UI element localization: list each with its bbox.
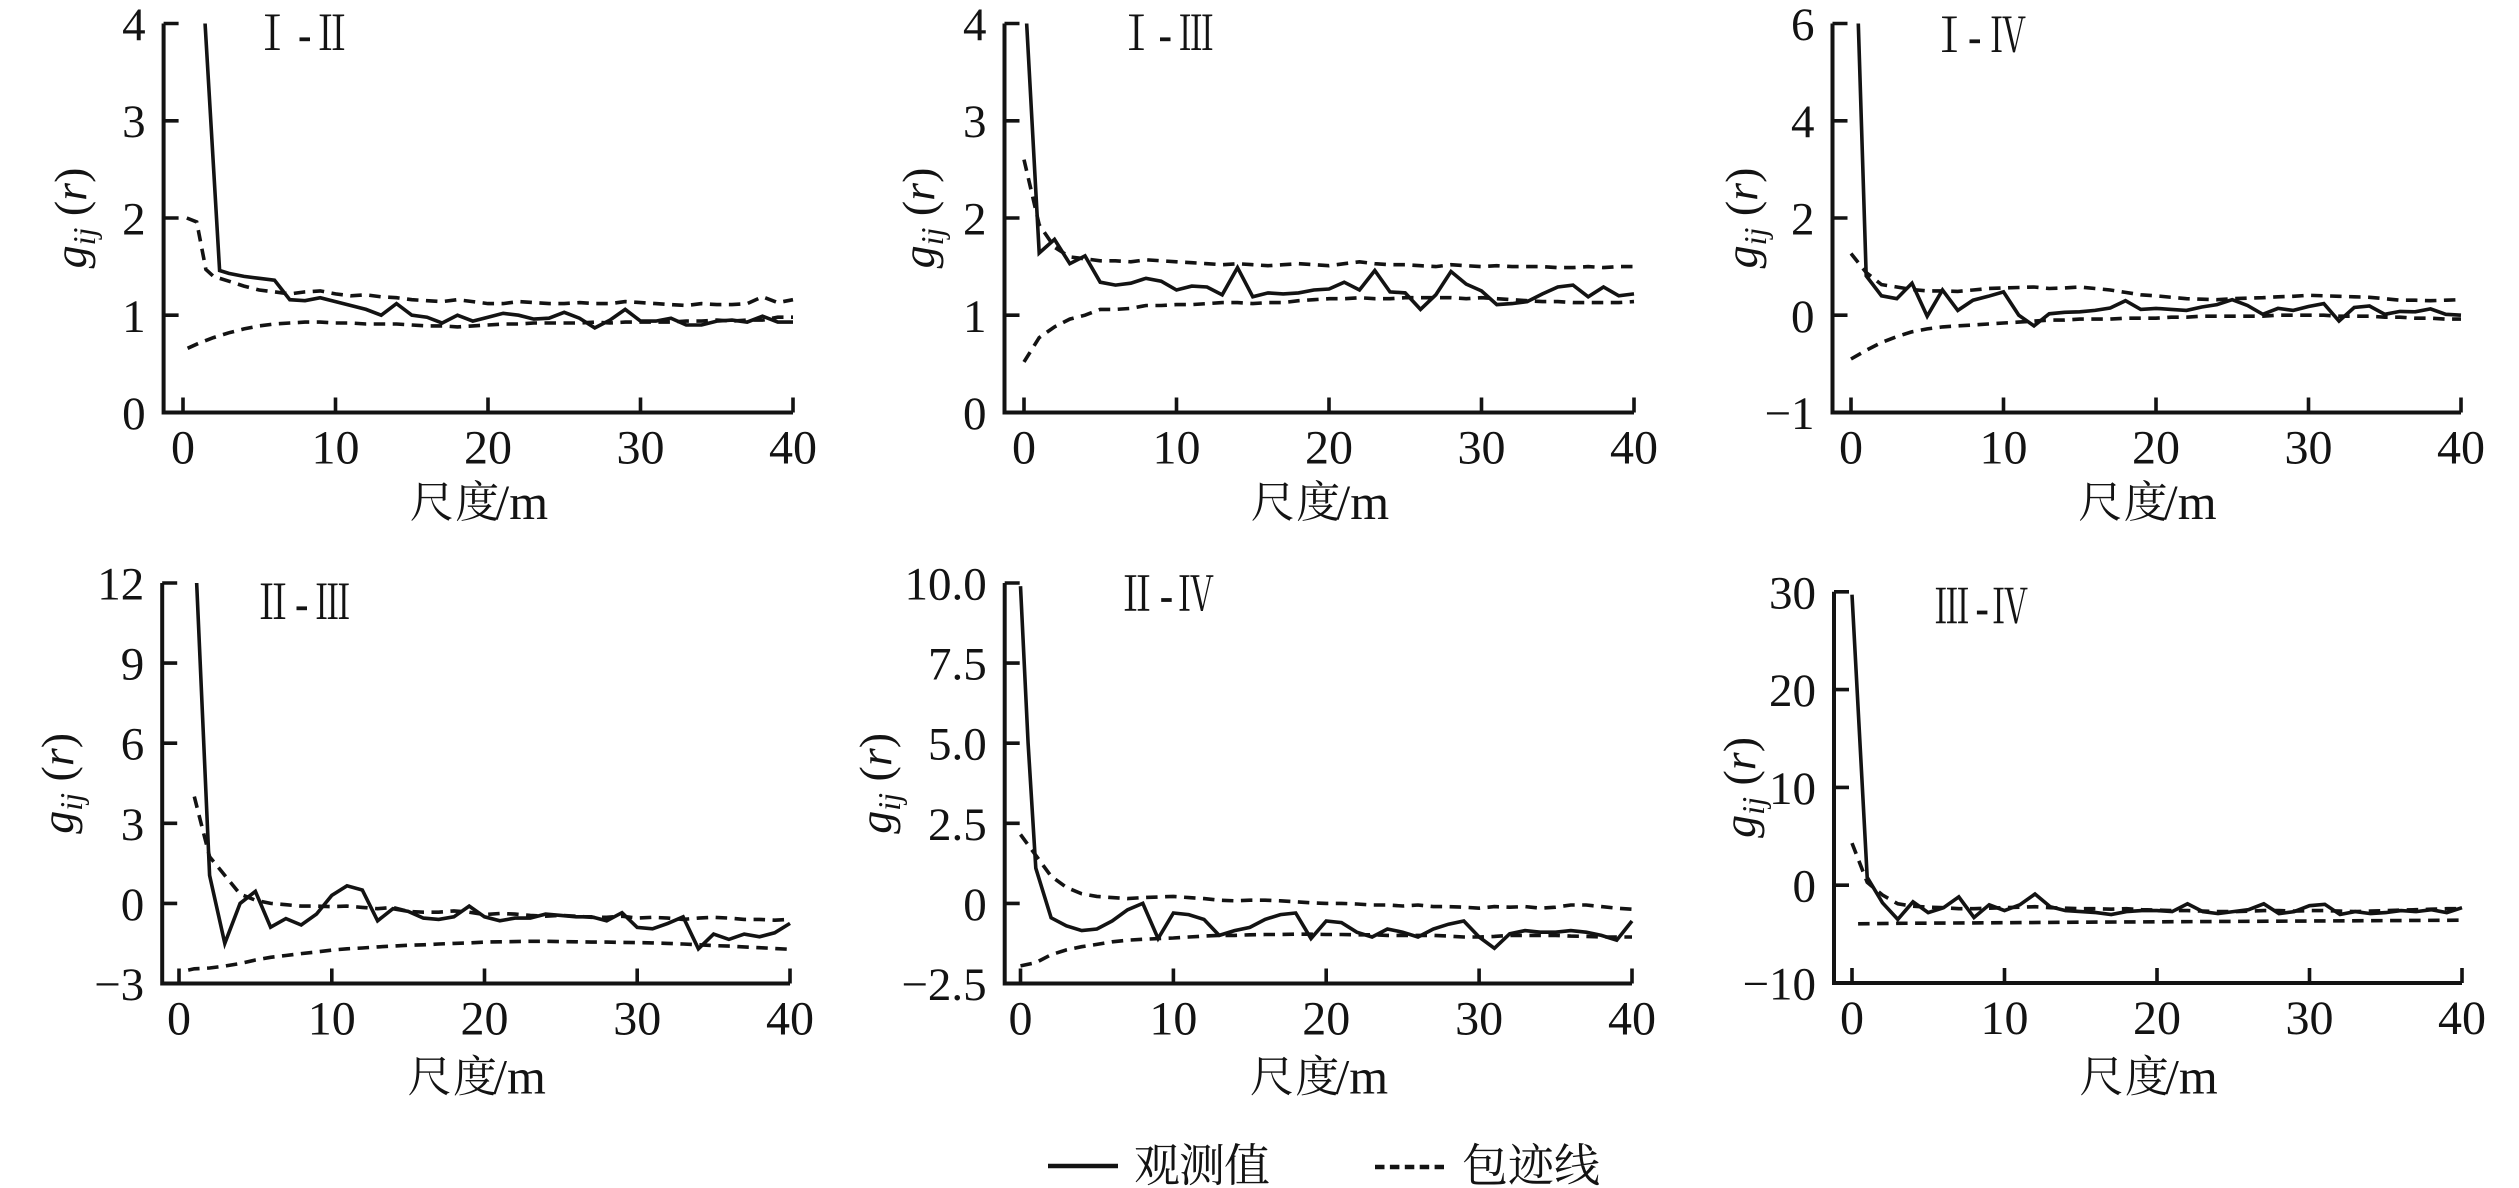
svg-text:7.5: 7.5	[928, 639, 987, 691]
svg-text:30: 30	[1455, 993, 1503, 1046]
svg-text:6: 6	[121, 719, 145, 771]
svg-text:3: 3	[122, 96, 146, 148]
svg-text:0: 0	[121, 879, 145, 931]
svg-text:10: 10	[1149, 993, 1197, 1046]
svg-text:gij (r): gij (r)	[45, 168, 102, 269]
svg-text:30: 30	[2285, 422, 2333, 475]
svg-text:4: 4	[963, 0, 987, 51]
svg-text:4: 4	[1791, 96, 1815, 148]
svg-text:20: 20	[1302, 993, 1350, 1046]
svg-text:gij (r): gij (r)	[1716, 168, 1773, 269]
svg-text:2.5: 2.5	[928, 799, 987, 851]
svg-text:30: 30	[1458, 422, 1506, 475]
svg-text:/m: /m	[493, 1049, 546, 1105]
svg-text:10: 10	[1769, 763, 1816, 815]
svg-text:10: 10	[312, 422, 360, 475]
svg-text:40: 40	[766, 993, 814, 1046]
svg-text:1: 1	[122, 291, 146, 343]
svg-text:30: 30	[1769, 567, 1816, 619]
svg-text:−2.5: −2.5	[901, 959, 986, 1011]
svg-text:−3: −3	[94, 959, 144, 1011]
svg-text:12: 12	[97, 559, 144, 611]
svg-text:gij (r): gij (r)	[893, 168, 950, 269]
svg-text:4: 4	[122, 0, 146, 51]
svg-text:20: 20	[1305, 422, 1353, 475]
svg-text:0: 0	[171, 422, 195, 475]
svg-text:gij (r): gij (r)	[32, 733, 89, 834]
svg-text:30: 30	[613, 993, 661, 1046]
svg-text:0: 0	[167, 993, 191, 1046]
svg-text:2: 2	[122, 194, 146, 246]
svg-text:−10: −10	[1742, 959, 1816, 1011]
svg-text:9: 9	[121, 639, 145, 691]
svg-text:0: 0	[1009, 993, 1033, 1046]
svg-text:3: 3	[121, 799, 145, 851]
svg-text:/m: /m	[1336, 474, 1389, 530]
svg-text:0: 0	[963, 879, 987, 931]
svg-text:10: 10	[1981, 992, 2029, 1045]
svg-text:1: 1	[963, 291, 987, 343]
svg-text:20: 20	[464, 422, 512, 475]
svg-text:0: 0	[122, 388, 146, 440]
svg-text:40: 40	[2438, 992, 2486, 1045]
svg-text:/m: /m	[1335, 1049, 1388, 1105]
svg-text:10: 10	[308, 993, 356, 1046]
svg-text:3: 3	[963, 96, 987, 148]
svg-text:30: 30	[2286, 992, 2334, 1045]
svg-text:0: 0	[1012, 422, 1036, 475]
svg-text:10: 10	[1153, 422, 1201, 475]
svg-text:0: 0	[1793, 861, 1817, 913]
svg-text:6: 6	[1791, 0, 1815, 51]
svg-text:gij (r): gij (r)	[850, 733, 907, 834]
svg-text:40: 40	[1610, 422, 1658, 475]
svg-text:2: 2	[963, 194, 987, 246]
svg-text:5.0: 5.0	[928, 719, 987, 771]
svg-text:2: 2	[1791, 194, 1815, 246]
svg-text:/m: /m	[495, 474, 548, 530]
svg-text:0: 0	[1840, 992, 1864, 1045]
svg-text:10: 10	[1980, 422, 2028, 475]
svg-text:10.0: 10.0	[904, 559, 986, 611]
svg-text:gij (r): gij (r)	[1714, 737, 1771, 838]
svg-text:30: 30	[617, 422, 665, 475]
svg-text:20: 20	[2132, 422, 2180, 475]
svg-text:/m: /m	[2165, 1049, 2218, 1105]
svg-text:20: 20	[2133, 992, 2181, 1045]
svg-text:20: 20	[1769, 665, 1816, 717]
svg-text:0: 0	[1791, 291, 1815, 343]
svg-text:/m: /m	[2164, 474, 2217, 530]
svg-text:0: 0	[1839, 422, 1863, 475]
svg-text:40: 40	[2437, 422, 2485, 475]
svg-text:−1: −1	[1764, 388, 1814, 440]
svg-text:40: 40	[1608, 993, 1656, 1046]
svg-text:0: 0	[963, 388, 987, 440]
svg-text:20: 20	[461, 993, 509, 1046]
svg-text:40: 40	[769, 422, 817, 475]
